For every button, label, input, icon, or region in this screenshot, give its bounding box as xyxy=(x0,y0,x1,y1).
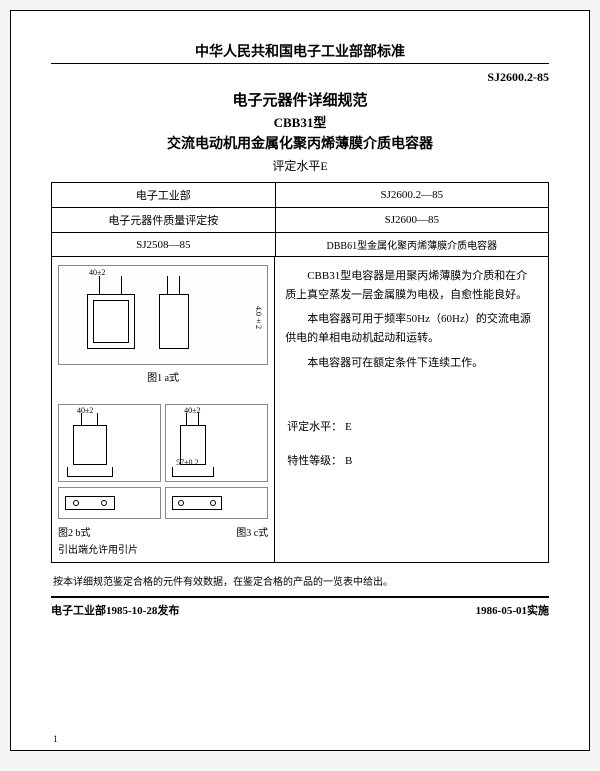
figure-3-label: 图3 c式 xyxy=(236,524,268,539)
bracket xyxy=(172,467,214,477)
table-row: 电子工业部 SJ2600.2—85 xyxy=(52,183,549,208)
title-model: CBB31型 xyxy=(51,112,549,131)
table-row: 电子元器件质量评定按 SJ2600—85 xyxy=(52,208,549,233)
title-line1: 电子元器件详细规范 xyxy=(51,89,549,110)
org-title: 中华人民共和国电子工业部部标准 xyxy=(51,41,549,61)
rating-grade-value: B xyxy=(345,455,352,467)
meta-cell: 电子元器件质量评定按 xyxy=(52,208,276,233)
header-rule xyxy=(51,63,549,64)
figure-1-label: 图1 a式 xyxy=(58,369,268,384)
figure-column: 40±2 4.0±2 图1 a式 xyxy=(52,257,275,398)
rating-level-label: 评定水平： xyxy=(287,421,342,433)
meta-cell: SJ2600.2—85 xyxy=(275,183,548,208)
rating-level-value: E xyxy=(345,421,352,433)
figure-1: 40±2 4.0±2 xyxy=(58,265,268,365)
figure-3: 40±2 57±0.2 xyxy=(165,404,268,482)
bottom-note: 按本详细规范鉴定合格的元件有效数据，在鉴定合格的产品的一览表中给出。 xyxy=(51,573,549,588)
bracket xyxy=(67,467,113,477)
capacitor-inner xyxy=(93,300,129,343)
description-p1: CBB31型电容器是用聚丙烯薄膜为介质和在介质上真空蒸发一层金属膜为电极，自愈性… xyxy=(285,267,538,304)
body-row: 40±2 4.0±2 图1 a式 CBB31型电容器是用聚丙烯薄膜为介质和在介质… xyxy=(51,257,549,398)
lower-section: 40±2 40±2 57±0.2 xyxy=(51,398,549,563)
lower-figure-column: 40±2 40±2 57±0.2 xyxy=(52,398,275,562)
capacitor-body xyxy=(73,425,107,465)
footer: 电子工业部1985-10-28发布 1986-05-01实施 xyxy=(51,596,549,618)
capacitor-lead xyxy=(81,413,83,425)
hole-icon xyxy=(101,500,107,506)
capacitor-side xyxy=(159,294,189,349)
rating-level: 评定水平： E xyxy=(287,418,536,434)
dimension-label: 4.0±2 xyxy=(254,306,263,329)
dimension-label: 40±2 xyxy=(77,406,93,415)
footer-publish: 电子工业部1985-10-28发布 xyxy=(51,602,179,618)
description-p3: 本电容器可在额定条件下连续工作。 xyxy=(285,354,538,373)
document-page: 中华人民共和国电子工业部部标准 SJ2600.2-85 电子元器件详细规范 CB… xyxy=(10,10,590,751)
dimension-label: 40±2 xyxy=(89,268,105,277)
hole-icon xyxy=(73,500,79,506)
rating-grade-label: 特性等级： xyxy=(287,455,342,467)
capacitor-lead xyxy=(198,413,200,425)
description-column: CBB31型电容器是用聚丙烯薄膜为介质和在介质上真空蒸发一层金属膜为电极，自愈性… xyxy=(275,257,548,398)
capacitor-lead xyxy=(167,276,169,294)
bracket-view-3 xyxy=(165,487,268,519)
page-number: 1 xyxy=(53,734,58,744)
standard-code-top: SJ2600.2-85 xyxy=(51,70,549,85)
figure-2: 40±2 xyxy=(58,404,161,482)
table-row: SJ2508—85 DBB61型金属化聚丙烯薄膜介质电容器 xyxy=(52,233,549,257)
lead-note: 引出端允许用引片 xyxy=(58,541,268,556)
capacitor-lead xyxy=(99,276,101,294)
meta-cell: SJ2600—85 xyxy=(275,208,548,233)
footer-effective: 1986-05-01实施 xyxy=(476,602,549,618)
meta-table: 电子工业部 SJ2600.2—85 电子元器件质量评定按 SJ2600—85 S… xyxy=(51,182,549,257)
bracket-view-2 xyxy=(58,487,161,519)
title-line2: 交流电动机用金属化聚丙烯薄膜介质电容器 xyxy=(51,133,549,153)
figure-2-label: 图2 b式 xyxy=(58,524,91,539)
meta-cell: DBB61型金属化聚丙烯薄膜介质电容器 xyxy=(275,233,548,257)
rating-grade: 特性等级： B xyxy=(287,452,536,468)
ratings-column: 评定水平： E 特性等级： B xyxy=(275,398,548,562)
meta-cell: SJ2508—85 xyxy=(52,233,276,257)
dimension-label: 57±0.2 xyxy=(176,458,198,467)
capacitor-lead xyxy=(186,413,188,425)
capacitor-lead xyxy=(179,276,181,294)
description-p2: 本电容器可用于频率50Hz（60Hz）的交流电源供电的单相电动机起动和运转。 xyxy=(285,310,538,347)
title-rating: 评定水平E xyxy=(51,157,549,174)
capacitor-lead xyxy=(97,413,99,425)
capacitor-lead xyxy=(121,276,123,294)
title-block: 电子元器件详细规范 CBB31型 交流电动机用金属化聚丙烯薄膜介质电容器 评定水… xyxy=(51,89,549,174)
meta-cell: 电子工业部 xyxy=(52,183,276,208)
